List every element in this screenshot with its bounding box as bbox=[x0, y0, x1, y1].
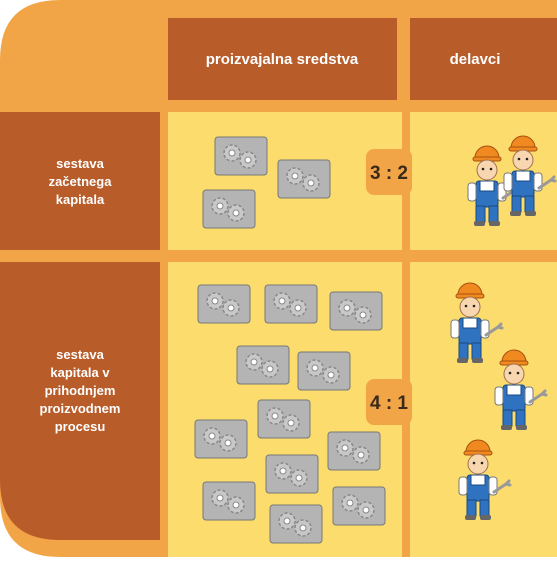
row-label: sestava kapitala v prihodnjem proizvodnem pr… bbox=[40, 347, 121, 434]
row-label-line: kapitala bbox=[56, 192, 105, 207]
ratio: 4 : 1 bbox=[370, 393, 408, 414]
machine-icon bbox=[203, 482, 255, 520]
row-label-line: prihodnjem bbox=[45, 383, 116, 398]
row-label-cell bbox=[0, 112, 160, 250]
machine-icon bbox=[298, 352, 350, 390]
machine-icon bbox=[203, 190, 255, 228]
row-label-line: kapitala v bbox=[50, 365, 110, 380]
machine-icon bbox=[237, 346, 289, 384]
row-label-line: sestava bbox=[56, 347, 104, 362]
ratio-badge bbox=[366, 379, 412, 425]
row-label-line: procesu bbox=[55, 419, 106, 434]
ratio-badge bbox=[366, 149, 412, 195]
row-label-line: sestava bbox=[56, 156, 104, 171]
row-label-line: proizvodnem bbox=[40, 401, 121, 416]
column-header: delavci bbox=[450, 51, 501, 68]
column-header: proizvajalna sredstva bbox=[206, 51, 359, 68]
header-cell bbox=[168, 18, 397, 100]
machine-icon bbox=[330, 292, 382, 330]
row-label-cell bbox=[0, 262, 160, 540]
machine-icon bbox=[333, 487, 385, 525]
row-label: sestava začetnega kapitala bbox=[49, 156, 113, 207]
row-label-line: začetnega bbox=[49, 174, 113, 189]
machine-icon bbox=[270, 505, 322, 543]
machine-icon bbox=[258, 400, 310, 438]
machine-icon bbox=[328, 432, 380, 470]
machine-icon bbox=[265, 285, 317, 323]
machine-icon bbox=[215, 137, 267, 175]
machine-icon bbox=[278, 160, 330, 198]
machine-icon bbox=[198, 285, 250, 323]
ratio: 3 : 2 bbox=[370, 163, 408, 184]
machine-icon bbox=[195, 420, 247, 458]
machine-icon bbox=[266, 455, 318, 493]
header-cell bbox=[410, 18, 557, 100]
